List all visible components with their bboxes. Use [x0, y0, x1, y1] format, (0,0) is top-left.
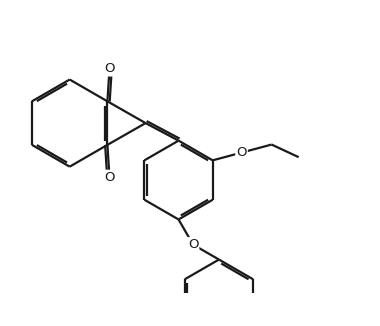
Text: O: O — [104, 171, 115, 184]
Text: O: O — [104, 63, 115, 75]
Text: O: O — [188, 238, 198, 251]
Text: O: O — [236, 146, 247, 159]
